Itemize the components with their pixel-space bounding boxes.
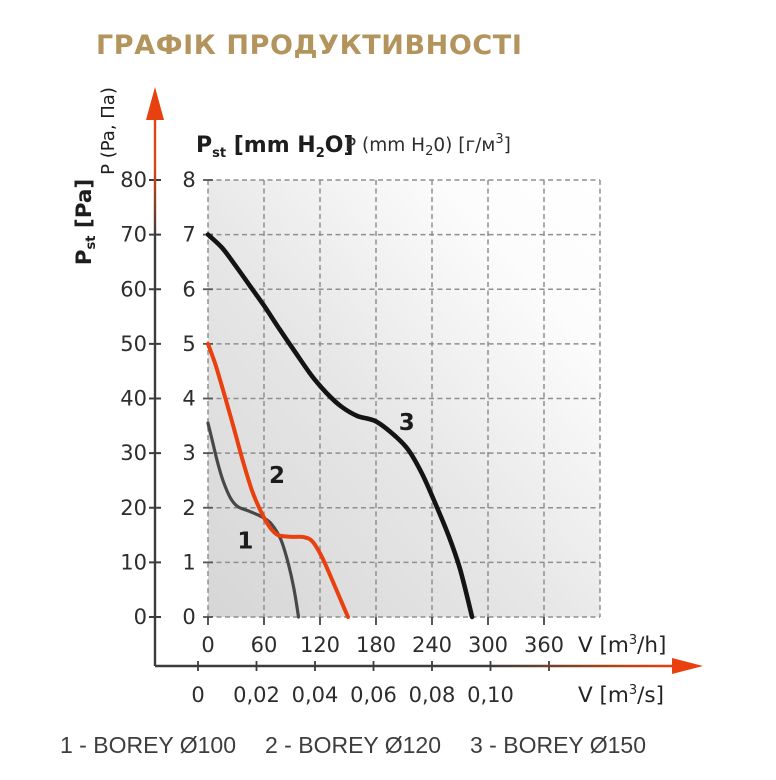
- flow-axis-arrow-icon: [672, 658, 703, 674]
- pa-tick-label: 40: [120, 387, 147, 411]
- mm-tick-label: 2: [182, 496, 195, 520]
- pa-tick-label: 60: [120, 277, 147, 301]
- y-axis-label-pa: Pst [Pa]: [72, 179, 99, 266]
- m3h-tick-label: 120: [300, 633, 340, 657]
- y-axis-label-pa-secondary: P (Pa, Па): [98, 87, 119, 175]
- curve-2: [206, 341, 350, 619]
- axis-ticks: [149, 179, 550, 671]
- pa-tick-label: 10: [120, 550, 147, 574]
- mm-tick-label: 7: [182, 223, 195, 247]
- m3h-tick-label: 180: [356, 633, 396, 657]
- curve-label-3: 3: [399, 410, 415, 436]
- mm-tick-label: 0: [182, 605, 195, 629]
- pa-tick-label: 80: [120, 168, 147, 192]
- pa-tick-label: 0: [134, 605, 147, 629]
- legend-item-borey-120: 2 - BOREY Ø120: [265, 732, 441, 758]
- m3s-tick-label: 0,04: [292, 683, 339, 707]
- axis-lines: [146, 87, 703, 674]
- grid-lines: [207, 179, 601, 618]
- pa-tick-label: 30: [120, 441, 147, 465]
- m3s-tick-label: 0,10: [467, 683, 514, 707]
- page-title: ГРАФІК ПРОДУКТИВНОСТІ: [96, 30, 523, 61]
- m3s-tick-label: 0,08: [409, 683, 456, 707]
- pressure-header-density: P (mm H20) [г/м3]: [345, 132, 511, 159]
- m3h-tick-label: 300: [468, 633, 508, 657]
- x-axis-unit-m3h: V [m3/h]: [578, 633, 666, 658]
- mm-tick-label: 3: [182, 441, 195, 465]
- performance-curves: 1 2 3: [205, 232, 475, 620]
- pressure-axis-arrow-icon: [146, 87, 164, 120]
- mm-tick-label: 6: [182, 277, 195, 301]
- curve-label-2: 2: [269, 463, 285, 489]
- curve-label-1: 1: [237, 529, 253, 555]
- m3h-tick-label: 0: [201, 633, 214, 657]
- m3s-tick-label: 0: [191, 683, 204, 707]
- legend-item-borey-150: 3 - BOREY Ø150: [470, 732, 646, 758]
- legend-item-borey-100: 1 - BOREY Ø100: [60, 732, 236, 758]
- curve-3: [205, 232, 475, 620]
- legend: 1 - BOREY Ø100 2 - BOREY Ø120 3 - BOREY …: [60, 732, 646, 759]
- mm-tick-label: 8: [182, 168, 195, 192]
- pa-tick-label: 20: [120, 496, 147, 520]
- mm-tick-label: 5: [182, 332, 195, 356]
- pressure-header-mm: Pst [mm H2O]: [196, 133, 354, 161]
- mm-tick-label: 1: [182, 550, 195, 574]
- curve-1: [206, 421, 301, 619]
- mm-tick-label: 4: [182, 387, 195, 411]
- m3h-tick-label: 60: [251, 633, 278, 657]
- x-axis-unit-m3s: V [m3/s]: [578, 683, 664, 708]
- m3s-tick-label: 0,02: [233, 683, 280, 707]
- pa-tick-label: 70: [120, 223, 147, 247]
- pa-tick-label: 50: [120, 332, 147, 356]
- m3s-tick-label: 0,06: [350, 683, 397, 707]
- m3h-tick-label: 240: [412, 633, 452, 657]
- m3h-tick-label: 360: [524, 633, 564, 657]
